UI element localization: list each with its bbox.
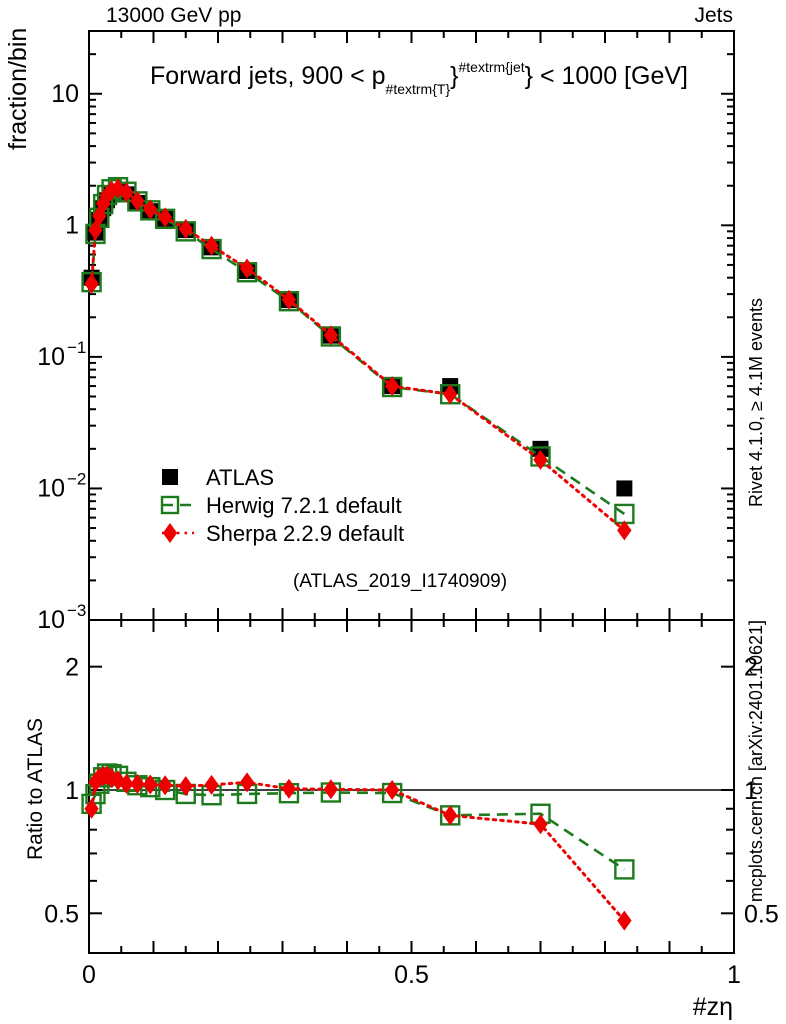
marker-diamond bbox=[239, 772, 255, 793]
main-plot-frame bbox=[88, 30, 735, 621]
series-line bbox=[90, 774, 626, 923]
x-axis-title: #zη bbox=[693, 993, 733, 1021]
x-ticklabel: 1 bbox=[727, 961, 741, 989]
marker-diamond bbox=[178, 218, 193, 239]
marker-diamond bbox=[162, 523, 178, 543]
x-ticklabel: 0 bbox=[82, 961, 96, 989]
marker-diamond bbox=[384, 376, 400, 397]
marker-diamond bbox=[204, 235, 219, 256]
marker-diamond bbox=[443, 805, 458, 826]
ratio-y-axis-title: Ratio to ATLAS bbox=[24, 718, 47, 860]
y-ticklabel: 10 bbox=[37, 606, 65, 634]
ratio-y-ticklabel: 0.5 bbox=[44, 900, 79, 928]
marker-diamond bbox=[143, 774, 158, 795]
ratio-series-layer bbox=[81, 763, 635, 931]
marker-diamond bbox=[239, 258, 255, 279]
y-ticklabel: 10 bbox=[37, 474, 65, 502]
x-axis-labels: 0 0.5 1 #zη Rivet 4.1.0, ≥ 4.1M eventsmcplot… bbox=[82, 298, 766, 1021]
marker-diamond bbox=[130, 191, 145, 212]
marker-open-square bbox=[614, 859, 635, 880]
plot-title-text: Forward jets, 900 < p#textrm{T}}#textrm{… bbox=[150, 59, 688, 97]
marker-diamond bbox=[119, 773, 134, 794]
legend-entry[interactable]: Herwig 7.2.1 default bbox=[160, 493, 402, 518]
ratio-x-ticks: 2 2 1 1 0.5 0.5 Ratio to ATLAS 0 0.5 1 #zη Rivet 4.… bbox=[24, 298, 779, 1021]
marker-diamond bbox=[384, 779, 400, 800]
watermark-label: (ATLAS_2019_I1740909) bbox=[293, 571, 507, 592]
ratio-y-ticklabel-right: 2 bbox=[744, 654, 758, 682]
legend-label: ATLAS bbox=[206, 465, 274, 490]
main-series-layer bbox=[81, 176, 635, 541]
y-ticklabel: 10 bbox=[51, 80, 79, 108]
main-y-axis-title: fraction/bin Forward jets, 900 < p#textrm… bbox=[4, 28, 779, 1021]
marker-diamond bbox=[157, 775, 173, 796]
ratio-y-ticklabels: 2 2 1 1 0.5 0.5 Ratio to ATLAS 0 0.5 1 #zη Rivet 4.… bbox=[24, 298, 779, 1021]
marker-filled-square bbox=[616, 480, 633, 497]
legend: ATLAS Herwig 7.2.1 default Sherpa 2.2.9 de… bbox=[24, 298, 779, 1021]
marker-diamond bbox=[104, 767, 119, 788]
marker-diamond bbox=[88, 772, 103, 793]
x-ticklabel: 0.5 bbox=[394, 961, 429, 989]
marker-diamond bbox=[617, 910, 632, 931]
marker-diamond bbox=[119, 182, 134, 203]
marker-diamond bbox=[281, 289, 297, 310]
marker-filled-square bbox=[162, 469, 178, 485]
y-axis-title: fraction/bin bbox=[4, 28, 32, 150]
ratio-y-ticklabel-right: 1 bbox=[744, 777, 758, 805]
legend-label: Herwig 7.2.1 default bbox=[206, 493, 402, 518]
y-ticklabel-exp: −1 bbox=[67, 338, 86, 357]
marker-diamond bbox=[323, 325, 339, 346]
marker-open-square bbox=[160, 495, 180, 515]
marker-diamond bbox=[443, 384, 458, 405]
marker-diamond bbox=[143, 199, 158, 220]
header-left-label: 13000 GeV pp bbox=[106, 4, 241, 27]
ratio-series-sherpa bbox=[84, 765, 632, 931]
ratio-y-ticklabel: 2 bbox=[65, 654, 79, 682]
marker-diamond bbox=[533, 814, 548, 835]
ratio-panel: 2 2 1 1 0.5 0.5 Ratio to ATLAS 0 0.5 1 #zη Rivet 4.… bbox=[24, 298, 779, 1021]
marker-diamond bbox=[178, 776, 193, 797]
y-ticklabel-exp: −2 bbox=[67, 469, 86, 488]
rivet-version-label: Rivet 4.1.0, ≥ 4.1M events bbox=[746, 298, 766, 507]
marker-open-square bbox=[614, 503, 635, 525]
series-line bbox=[90, 772, 626, 871]
ratio-y-ticklabel-right: 0.5 bbox=[744, 900, 779, 928]
plot-title: Forward jets, 900 < p#textrm{T}}#textrm{… bbox=[24, 59, 779, 1021]
marker-diamond bbox=[533, 449, 548, 470]
y-ticklabel: 10 bbox=[37, 343, 65, 371]
ratio-y-ticks: 2 2 1 1 0.5 0.5 Ratio to ATLAS 0 0.5 1 #zη Rivet 4.… bbox=[24, 298, 779, 1021]
marker-filled-square bbox=[532, 440, 549, 457]
legend-label: Sherpa 2.2.9 default bbox=[206, 521, 404, 546]
marker-diamond bbox=[323, 779, 339, 800]
marker-diamond bbox=[99, 185, 115, 206]
marker-diamond bbox=[84, 798, 99, 819]
marker-diamond bbox=[104, 180, 119, 201]
mcplots-url-label: mcplots.cern.ch [arXiv:2401.10621] bbox=[746, 620, 766, 902]
side-annotations: Rivet 4.1.0, ≥ 4.1M eventsmcplots.cern.c… bbox=[746, 298, 766, 902]
marker-diamond bbox=[281, 778, 297, 799]
y-ticklabel-exp: −3 bbox=[67, 601, 86, 620]
header-right-label: Jets bbox=[694, 4, 733, 27]
series-sherpa bbox=[84, 178, 632, 541]
ratio-y-axis-title: Ratio to ATLAS 0 0.5 1 #zη Rivet 4.1.0, ≥ 4.1… bbox=[24, 298, 766, 1021]
marker-diamond bbox=[88, 220, 103, 241]
ratio-y-ticklabel: 1 bbox=[65, 777, 79, 805]
y-ticklabel: 1 bbox=[65, 211, 79, 239]
legend-entry[interactable]: ATLAS bbox=[162, 465, 274, 490]
marker-diamond bbox=[204, 774, 219, 795]
marker-diamond bbox=[617, 520, 632, 541]
legend-entry[interactable]: Sherpa 2.2.9 default bbox=[162, 521, 404, 546]
marker-diamond bbox=[157, 207, 173, 228]
marker-diamond bbox=[130, 774, 145, 795]
marker-diamond bbox=[84, 273, 99, 294]
